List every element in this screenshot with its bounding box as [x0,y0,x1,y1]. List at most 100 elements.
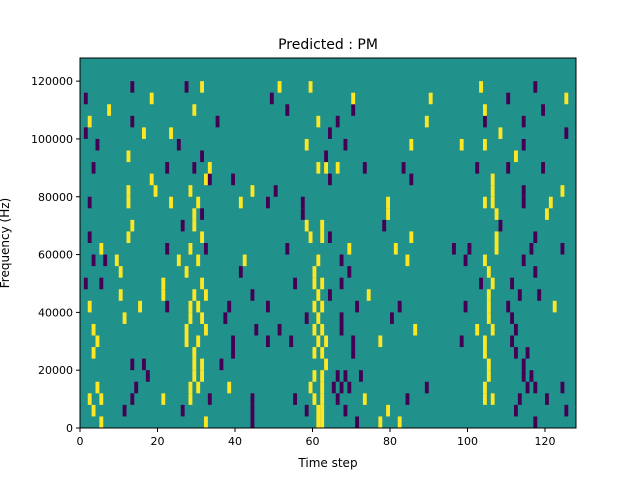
x-tick-label: 0 [77,435,84,448]
heatmap-cell [207,162,212,174]
heatmap-cell [227,300,232,313]
heatmap-cell [397,300,402,313]
heatmap-cell [200,81,204,93]
heatmap-cell [494,243,499,255]
x-axis-label: Time step [297,456,357,470]
heatmap-cell [498,219,503,232]
heatmap-cell [188,381,193,394]
heatmap-cell [335,115,340,128]
heatmap-cell [238,266,243,278]
heatmap-cell [126,196,131,209]
heatmap-cell [339,323,344,336]
heatmap-cell [134,381,139,394]
heatmap-cell [351,347,356,359]
heatmap-cell [188,312,193,324]
heatmap-cell [312,323,317,336]
x-tick-label: 20 [151,435,165,448]
plot-frame [79,57,577,429]
heatmap-cell [328,173,332,186]
heatmap-cell [506,300,511,313]
heatmap-cell [494,231,499,243]
heatmap-cell [204,173,208,186]
heatmap-cell [83,277,88,290]
heatmap-cell [188,185,193,197]
heatmap-cell [324,358,328,371]
heatmap-cell [320,381,325,394]
heatmap-cell [204,416,208,428]
heatmap-cell [521,196,526,209]
heatmap-cell [254,323,259,336]
heatmap-cell [118,266,123,278]
heatmap-cell [533,81,538,93]
heatmap-cell [242,254,247,267]
heatmap-cell [176,254,181,267]
heatmap-cell [169,127,173,139]
heatmap-cell [304,404,309,417]
heatmap-cell [390,312,394,324]
heatmap-cell [514,404,518,417]
heatmap-cell [393,243,398,255]
heatmap-cell [490,173,495,186]
heatmap-cell [196,254,201,267]
heatmap-cell [347,381,352,394]
heatmap-cell [308,381,313,394]
heatmap-cell [99,277,104,290]
heatmap-cell [521,138,526,151]
heatmap-cell [339,312,344,324]
heatmap-cell [149,92,154,105]
heatmap-cell [362,162,367,174]
heatmap-cell [459,335,464,348]
heatmap-cell [514,347,518,359]
heatmap-cell [351,92,356,105]
heatmap-cell [483,196,487,209]
heatmap-cell [153,185,158,197]
heatmap-cell [483,335,487,348]
heatmap-cell [490,277,495,290]
heatmap-cell [483,254,487,267]
heatmap-cell [494,208,499,220]
heatmap-cell [564,404,569,417]
heatmap-cell [161,393,166,405]
heatmap-cell [200,231,204,243]
heatmap-cell [188,243,193,255]
heatmap-cell [238,196,243,209]
heatmap-cell [107,104,111,116]
heatmap-cell [196,300,201,313]
heatmap-cell [328,127,332,139]
heatmap-cell [223,312,228,324]
heatmap-cell [486,370,491,382]
y-tick-label: 20000 [38,364,73,377]
heatmap-cell [250,289,255,301]
heatmap-cell [103,254,108,267]
heatmap-cell [560,243,565,255]
heatmap-cell [188,300,193,313]
heatmap-cell [548,196,553,209]
heatmap-cell [529,243,534,255]
heatmap-cell [339,277,344,290]
heatmap-cell [231,335,235,348]
heatmap-cell [545,393,549,405]
heatmap-cell [359,370,363,382]
heatmap-cell [405,254,410,267]
heatmap-cell [339,381,344,394]
heatmap-cell [498,127,503,139]
heatmap-cell [475,323,480,336]
heatmap-cell [316,115,321,128]
heatmap-cell [192,208,197,220]
heatmap-cell [320,416,325,428]
heatmap-cell [324,335,328,348]
heatmap-cell [324,162,328,174]
heatmap-cell [165,243,170,255]
heatmap-cell [250,185,255,197]
heatmap-cell [192,289,197,301]
y-tick-label: 80000 [38,191,73,204]
heatmap-cell [130,115,135,128]
heatmap-cell [204,323,208,336]
heatmap-cell [126,185,131,197]
heatmap-cell [87,115,92,128]
heatmap-cell [161,289,166,301]
heatmap-cell [541,104,545,116]
heatmap-cell [192,370,197,382]
heatmap-cell [180,404,185,417]
heatmap-cell [192,219,197,232]
